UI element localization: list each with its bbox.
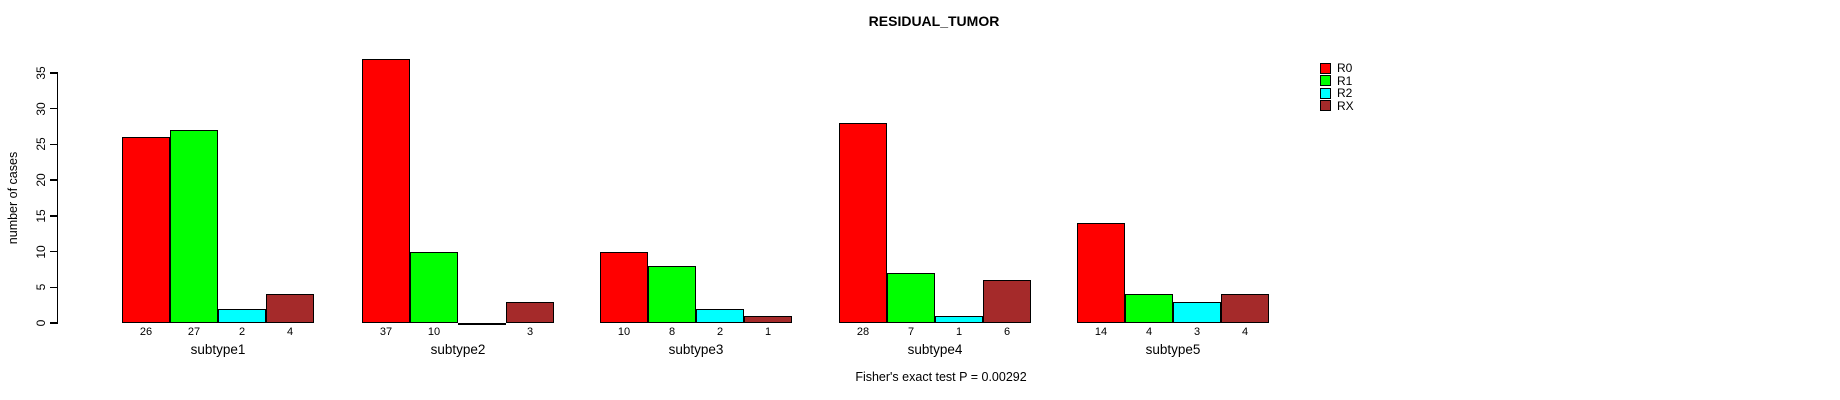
bar-R1-subtype2 — [410, 251, 458, 323]
bar-value-label: 14 — [1094, 326, 1108, 338]
legend-label-R1: R1 — [1337, 73, 1353, 88]
y-axis-tick-label: 15 — [34, 209, 48, 223]
bar-value-label: 10 — [617, 326, 631, 338]
y-axis-tick-label: 0 — [34, 319, 48, 327]
x-category-label-subtype4: subtype4 — [907, 342, 963, 357]
bar-value-label: 7 — [907, 326, 915, 338]
bar-RX-subtype3 — [744, 315, 792, 323]
bar-RX-subtype4 — [983, 280, 1031, 323]
bar-value-label: 6 — [1003, 326, 1011, 338]
legend-swatch-R0 — [1320, 62, 1331, 74]
chart-title: RESIDUAL_TUMOR — [868, 13, 1000, 29]
bar-value-label: 26 — [139, 326, 153, 338]
y-axis-tick — [50, 108, 58, 110]
x-category-label-subtype1: subtype1 — [190, 342, 246, 357]
bar-RX-subtype5 — [1221, 294, 1269, 323]
y-axis-tick — [50, 179, 58, 181]
bar-R2-subtype4 — [935, 315, 983, 323]
bar-R2-subtype2 — [458, 323, 506, 325]
bar-R2-subtype3 — [696, 308, 744, 323]
bar-value-label: 1 — [955, 326, 963, 338]
y-axis-tick — [50, 72, 58, 74]
bar-R1-subtype1 — [170, 130, 218, 323]
y-axis-tick — [50, 215, 58, 217]
bar-R0-subtype5 — [1077, 223, 1125, 323]
bar-R0-subtype3 — [600, 251, 648, 323]
bar-RX-subtype1 — [266, 294, 314, 323]
bar-value-label: 8 — [668, 326, 676, 338]
fisher-test-annotation: Fisher's exact test P = 0.00292 — [855, 370, 1027, 384]
legend-row-R2: R2 — [1320, 87, 1354, 100]
bar-RX-subtype2 — [506, 301, 554, 323]
legend-label-R0: R0 — [1337, 61, 1353, 76]
legend-swatch-R2 — [1320, 87, 1331, 99]
y-axis-tick-label: 5 — [34, 283, 48, 291]
bar-value-label: 2 — [716, 326, 724, 338]
bar-value-label: 4 — [286, 326, 294, 338]
legend-swatch-R1 — [1320, 75, 1331, 87]
bar-value-label: 2 — [238, 326, 246, 338]
bar-value-label: 3 — [526, 326, 534, 338]
x-category-label-subtype5: subtype5 — [1145, 342, 1201, 357]
bar-R2-subtype1 — [218, 308, 266, 323]
bar-R0-subtype4 — [839, 123, 887, 323]
bar-value-label: 4 — [1241, 326, 1249, 338]
bar-value-label: 3 — [1193, 326, 1201, 338]
y-axis-tick-label: 30 — [34, 102, 48, 116]
bar-value-label: 37 — [379, 326, 393, 338]
y-axis-tick — [50, 286, 58, 288]
legend-row-R0: R0 — [1320, 62, 1354, 75]
y-axis-tick — [50, 143, 58, 146]
y-axis-tick-label: 25 — [34, 137, 48, 152]
y-axis-tick-label: 20 — [34, 173, 48, 187]
y-axis-tick-label: 10 — [34, 244, 48, 259]
bar-R1-subtype3 — [648, 265, 696, 323]
legend-label-RX: RX — [1337, 98, 1354, 113]
bar-value-label: 1 — [764, 326, 772, 338]
bar-value-label: 27 — [187, 326, 201, 338]
y-axis-tick — [50, 322, 58, 324]
bar-value-label: 28 — [856, 326, 870, 338]
bar-R2-subtype5 — [1173, 301, 1221, 323]
bar-R1-subtype4 — [887, 273, 935, 323]
bar-value-label: 4 — [1145, 326, 1153, 338]
legend-label-R2: R2 — [1337, 86, 1353, 101]
x-category-label-subtype2: subtype2 — [430, 342, 486, 357]
legend-row-RX: RX — [1320, 100, 1354, 113]
bar-R0-subtype1 — [122, 137, 170, 323]
legend-swatch-RX — [1320, 100, 1331, 112]
x-category-label-subtype3: subtype3 — [668, 342, 724, 357]
y-axis-tick — [50, 250, 58, 253]
bar-R0-subtype2 — [362, 58, 410, 323]
y-axis-label: number of cases — [6, 151, 20, 245]
bar-value-label: 10 — [427, 326, 441, 338]
legend: R0 R1 R2 RX — [1320, 62, 1354, 112]
y-axis-tick-label: 35 — [34, 66, 48, 80]
bar-R1-subtype5 — [1125, 294, 1173, 323]
y-axis-line — [57, 72, 59, 324]
legend-row-R1: R1 — [1320, 75, 1354, 88]
